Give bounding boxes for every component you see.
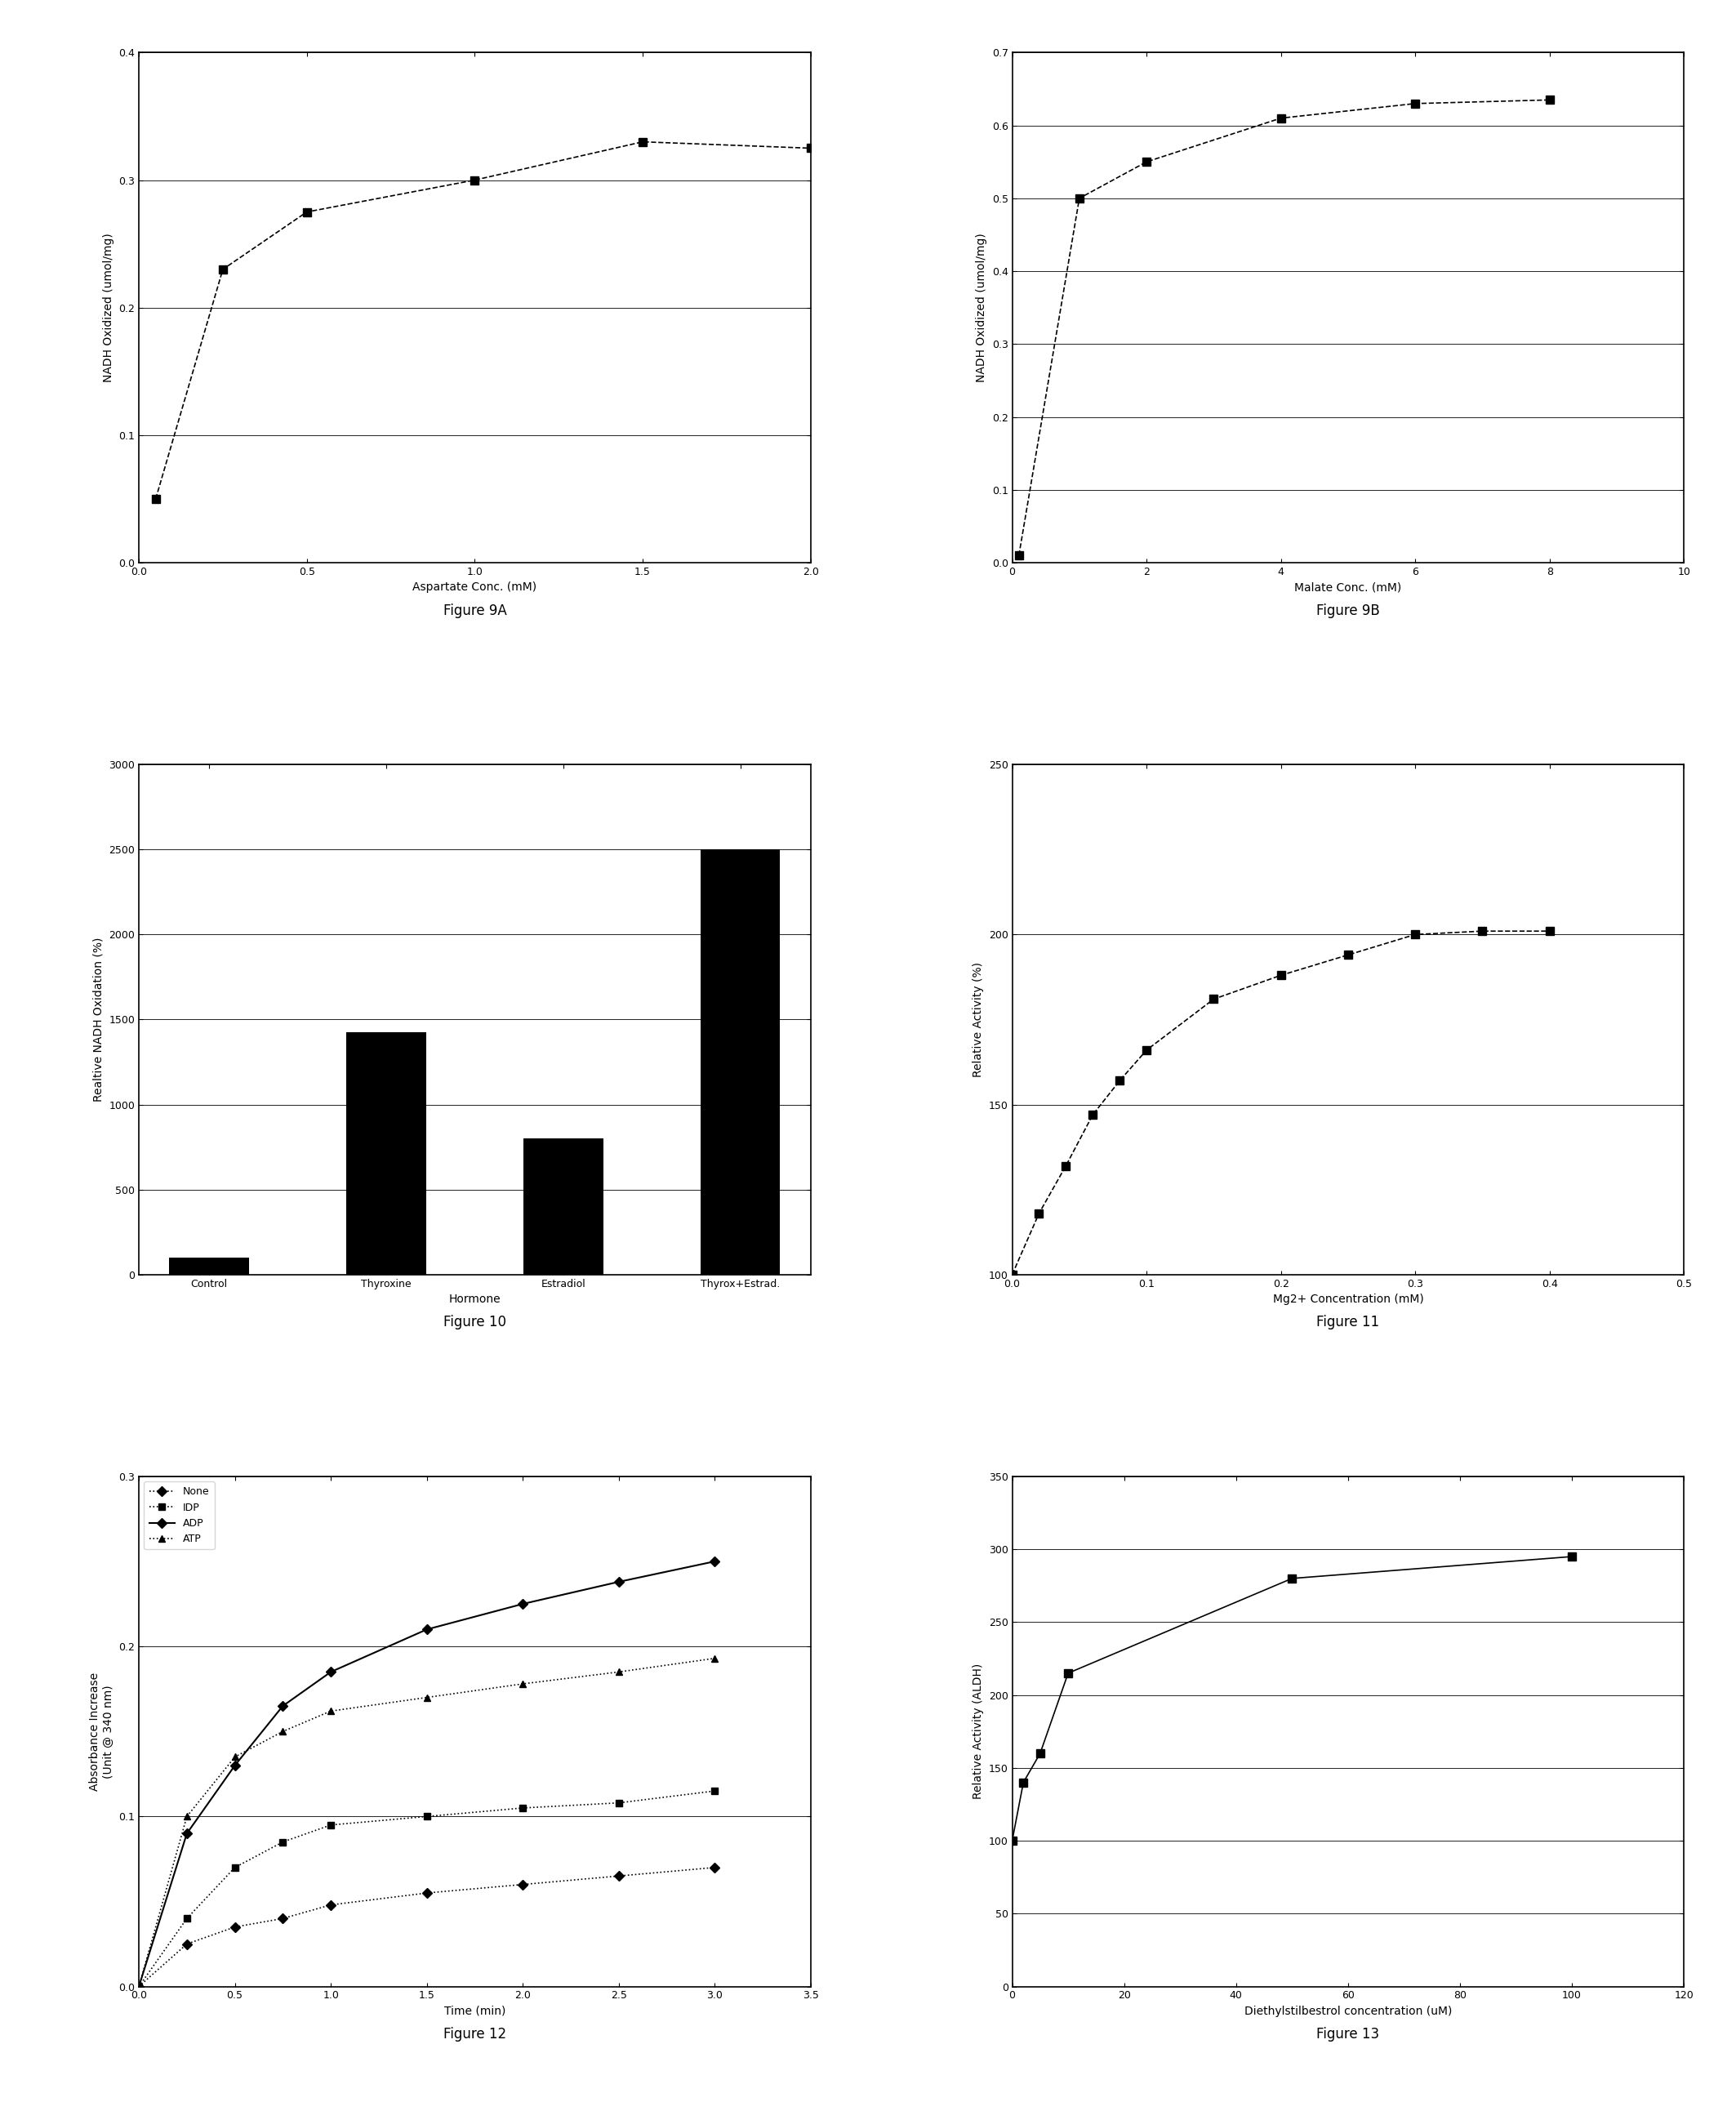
Legend: None, IDP, ADP, ATP: None, IDP, ADP, ATP bbox=[144, 1482, 215, 1549]
X-axis label: Malate Conc. (mM): Malate Conc. (mM) bbox=[1295, 582, 1401, 593]
ADP bbox=[224, 1753, 245, 1778]
IDP bbox=[177, 1907, 198, 1932]
IDP bbox=[512, 1795, 533, 1820]
Y-axis label: NADH Oxidized (umol/mg): NADH Oxidized (umol/mg) bbox=[102, 233, 115, 383]
None bbox=[224, 1915, 245, 1940]
ADP bbox=[608, 1570, 628, 1595]
Text: Figure 13: Figure 13 bbox=[1316, 2026, 1380, 2041]
IDP bbox=[705, 1778, 726, 1804]
None bbox=[177, 1932, 198, 1957]
None bbox=[417, 1881, 437, 1907]
Line: IDP: IDP bbox=[135, 1787, 719, 1991]
Y-axis label: NADH Oxidized (umol/mg): NADH Oxidized (umol/mg) bbox=[976, 233, 988, 383]
ATP bbox=[128, 1974, 149, 1999]
None bbox=[705, 1854, 726, 1879]
ATP bbox=[177, 1804, 198, 1829]
ADP bbox=[273, 1694, 293, 1719]
ATP bbox=[321, 1698, 342, 1724]
X-axis label: Mg2+ Concentration (mM): Mg2+ Concentration (mM) bbox=[1272, 1293, 1424, 1305]
None bbox=[321, 1892, 342, 1917]
IDP bbox=[608, 1791, 628, 1816]
Y-axis label: Relative Activity (%): Relative Activity (%) bbox=[972, 963, 984, 1076]
IDP bbox=[128, 1974, 149, 1999]
X-axis label: Aspartate Conc. (mM): Aspartate Conc. (mM) bbox=[413, 582, 536, 593]
ADP bbox=[321, 1658, 342, 1684]
ADP bbox=[128, 1974, 149, 1999]
X-axis label: Hormone: Hormone bbox=[450, 1293, 500, 1305]
Bar bbox=[700, 849, 779, 1274]
Line: ATP: ATP bbox=[135, 1654, 719, 1991]
ADP bbox=[177, 1820, 198, 1846]
IDP bbox=[417, 1804, 437, 1829]
Line: ADP: ADP bbox=[135, 1558, 719, 1991]
Y-axis label: Relative Activity (ALDH): Relative Activity (ALDH) bbox=[972, 1663, 984, 1799]
IDP bbox=[224, 1854, 245, 1879]
Text: Figure 9B: Figure 9B bbox=[1316, 603, 1380, 618]
ADP bbox=[705, 1549, 726, 1574]
X-axis label: Diethylstilbestrol concentration (uM): Diethylstilbestrol concentration (uM) bbox=[1245, 2005, 1451, 2018]
ATP bbox=[512, 1671, 533, 1696]
ATP bbox=[608, 1658, 628, 1684]
None bbox=[512, 1873, 533, 1898]
IDP bbox=[273, 1829, 293, 1854]
Line: None: None bbox=[135, 1864, 719, 1991]
None bbox=[608, 1862, 628, 1888]
ATP bbox=[224, 1745, 245, 1770]
ATP bbox=[417, 1686, 437, 1711]
Bar bbox=[524, 1139, 602, 1274]
Y-axis label: Absorbance Increase
(Unit @ 340 nm): Absorbance Increase (Unit @ 340 nm) bbox=[89, 1673, 115, 1791]
ATP bbox=[705, 1646, 726, 1671]
IDP bbox=[321, 1812, 342, 1837]
X-axis label: Time (min): Time (min) bbox=[444, 2005, 505, 2018]
Text: Figure 12: Figure 12 bbox=[443, 2026, 507, 2041]
None bbox=[273, 1907, 293, 1932]
ADP bbox=[417, 1616, 437, 1642]
Text: Figure 11: Figure 11 bbox=[1316, 1316, 1380, 1331]
Text: Figure 9A: Figure 9A bbox=[443, 603, 507, 618]
Bar bbox=[170, 1257, 248, 1274]
ATP bbox=[273, 1719, 293, 1745]
Y-axis label: Realtive NADH Oxidation (%): Realtive NADH Oxidation (%) bbox=[94, 937, 104, 1101]
Bar bbox=[347, 1032, 425, 1274]
Text: Figure 10: Figure 10 bbox=[443, 1316, 507, 1331]
ADP bbox=[512, 1591, 533, 1616]
None bbox=[128, 1974, 149, 1999]
